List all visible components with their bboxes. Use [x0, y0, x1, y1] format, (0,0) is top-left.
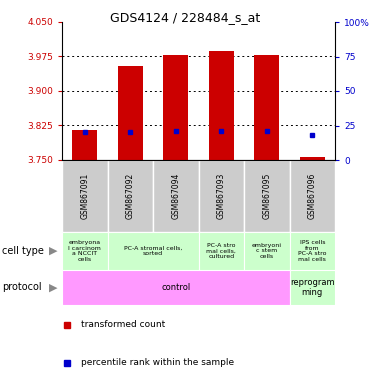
- Text: protocol: protocol: [2, 283, 42, 293]
- Bar: [108, 232, 198, 270]
- Text: PC-A stro
mal cells,
cultured: PC-A stro mal cells, cultured: [206, 243, 236, 259]
- Text: cell type: cell type: [2, 246, 44, 256]
- Bar: [300, 157, 325, 160]
- Bar: [108, 160, 153, 232]
- Bar: [254, 55, 279, 160]
- Text: GSM867095: GSM867095: [262, 173, 271, 219]
- Text: GSM867091: GSM867091: [80, 173, 89, 219]
- Bar: [198, 232, 244, 270]
- Text: transformed count: transformed count: [81, 320, 165, 329]
- Text: reprogram
ming: reprogram ming: [290, 278, 335, 297]
- Bar: [62, 270, 289, 305]
- Bar: [198, 160, 244, 232]
- Text: ▶: ▶: [49, 283, 58, 293]
- Text: embryona
l carcinom
a NCCIT
cells: embryona l carcinom a NCCIT cells: [68, 240, 101, 262]
- Bar: [163, 55, 188, 160]
- Text: ▶: ▶: [49, 246, 58, 256]
- Text: PC-A stromal cells,
sorted: PC-A stromal cells, sorted: [124, 246, 182, 257]
- Text: percentile rank within the sample: percentile rank within the sample: [81, 358, 234, 367]
- Text: control: control: [161, 283, 190, 292]
- Bar: [289, 232, 335, 270]
- Text: IPS cells
from
PC-A stro
mal cells: IPS cells from PC-A stro mal cells: [298, 240, 326, 262]
- Bar: [62, 232, 108, 270]
- Text: GSM867093: GSM867093: [217, 173, 226, 219]
- Text: GDS4124 / 228484_s_at: GDS4124 / 228484_s_at: [111, 12, 260, 25]
- Bar: [62, 160, 108, 232]
- Bar: [289, 160, 335, 232]
- Bar: [118, 66, 143, 160]
- Bar: [209, 51, 234, 160]
- Bar: [153, 160, 198, 232]
- Text: embryoni
c stem
cells: embryoni c stem cells: [252, 243, 282, 259]
- Bar: [244, 232, 289, 270]
- Bar: [244, 160, 289, 232]
- Bar: [72, 130, 97, 160]
- Text: GSM867096: GSM867096: [308, 173, 317, 219]
- Text: GSM867092: GSM867092: [126, 173, 135, 219]
- Text: GSM867094: GSM867094: [171, 173, 180, 219]
- Bar: [289, 270, 335, 305]
